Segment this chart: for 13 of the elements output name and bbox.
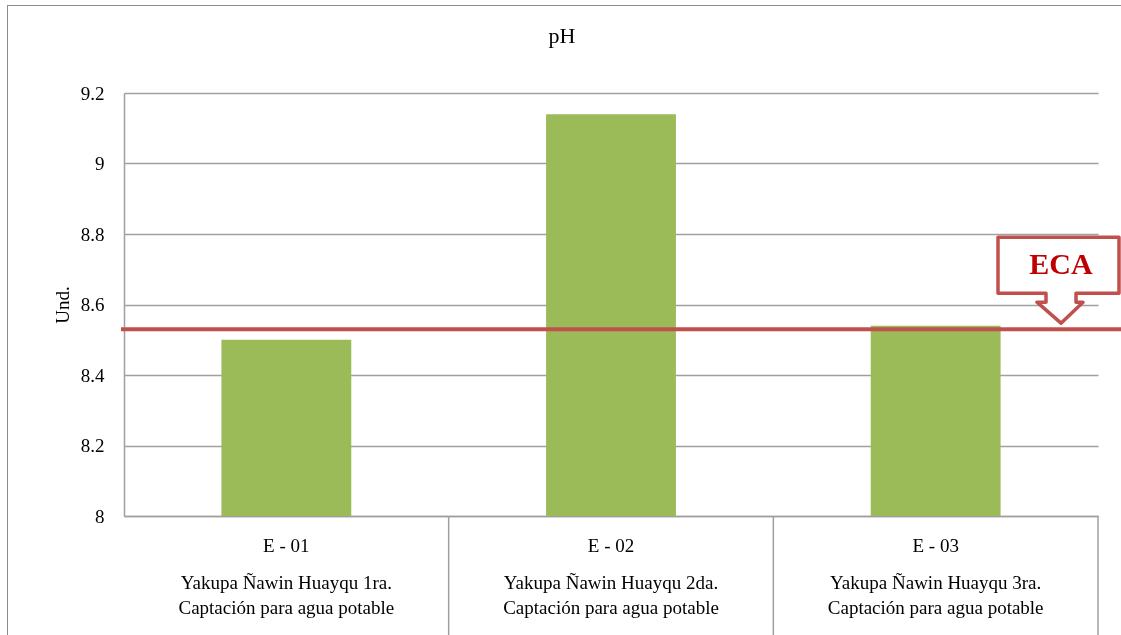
x-tick-label: E - 01 Yakupa Ñawin Huayqu 1ra. Captación para agua potable <box>178 534 395 618</box>
y-tick-label: 8.4 <box>80 364 105 386</box>
ref-line-label: ECA <box>1029 247 1093 281</box>
y-tick-label: 8 <box>95 505 105 527</box>
y-tick-label: 8.6 <box>80 294 105 315</box>
x-tick-label: E - 02 Yakupa Ñawin Huayqu 2da. Captación para agua potable <box>503 534 719 618</box>
x-tick-label: E - 03 Yakupa Ñawin Huayqu 3ra. Captación para agua potable <box>827 534 1044 618</box>
chart-title: pH <box>548 23 576 48</box>
y-axis-title: Und. <box>51 286 73 324</box>
y-tick-label: 9.2 <box>80 82 105 104</box>
y-tick-label: 8.8 <box>80 223 105 245</box>
y-tick-label: 8.2 <box>80 435 105 456</box>
y-tick-label: 9 <box>95 153 105 174</box>
